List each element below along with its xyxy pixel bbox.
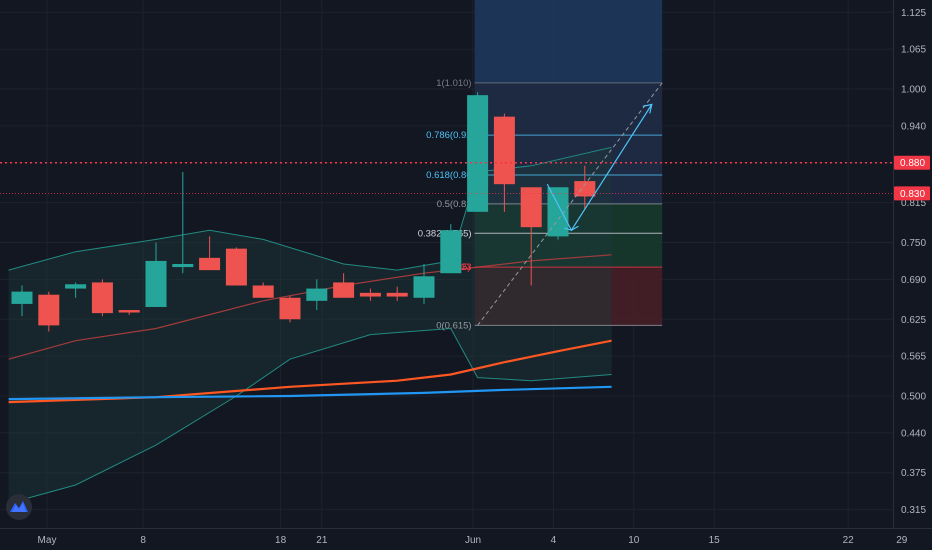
price-tick-label: 1.065 — [901, 45, 926, 56]
candle-body — [145, 260, 167, 307]
candle-body — [333, 282, 355, 298]
price-tick-label: 0.940 — [901, 121, 926, 132]
price-tick-label: 0.315 — [901, 505, 926, 516]
price-tick-label: 0.500 — [901, 392, 926, 403]
price-tick-label: 0.375 — [901, 468, 926, 479]
candle-body — [279, 297, 301, 320]
fib-level-label: 0.618(0.86 — [426, 170, 471, 181]
time-axis-background[interactable] — [0, 528, 932, 550]
candle-body — [252, 285, 274, 298]
time-tick-label: 8 — [140, 535, 146, 546]
price-lines — [0, 161, 893, 194]
fib-level-label: 1(1.010) — [436, 78, 471, 89]
candle-body — [11, 291, 33, 304]
price-axis-background[interactable] — [894, 0, 932, 528]
price-tick-label: 0.815 — [901, 198, 926, 209]
candle-body — [172, 264, 194, 268]
projection-arrow-turn — [564, 225, 579, 231]
time-tick-label: Jun — [465, 535, 481, 546]
time-tick-label: 29 — [896, 535, 908, 546]
time-tick-label: 18 — [275, 535, 287, 546]
candle-body — [574, 181, 596, 197]
price-tick-label: 0.440 — [901, 428, 926, 439]
price-tick-label: 0.750 — [901, 238, 926, 249]
stop-zone — [474, 267, 663, 326]
candle-body — [440, 230, 462, 274]
candle-body — [199, 257, 221, 271]
tradingview-logo-icon[interactable] — [6, 494, 32, 520]
price-tick-label: 1.125 — [901, 8, 926, 19]
time-tick-label: May — [38, 535, 57, 546]
price-tick-label: 0.565 — [901, 352, 926, 363]
bollinger-lower — [8, 327, 612, 504]
candle-body — [467, 95, 489, 212]
fib-level-label: 0.23 — [453, 262, 472, 273]
drawings[interactable] — [477, 82, 663, 326]
price-tag — [894, 186, 930, 201]
price-tag — [894, 155, 930, 170]
candle-body — [547, 187, 569, 237]
candles — [11, 92, 596, 332]
candle-body — [493, 116, 515, 185]
moving-average-line — [8, 339, 612, 404]
fib-level-label: 0.786(0.92 — [426, 130, 471, 141]
candle-body — [118, 310, 140, 313]
time-tick-label: 21 — [316, 535, 328, 546]
candle-body — [65, 284, 87, 289]
time-tick-label: 15 — [709, 535, 721, 546]
dashed-trend-line — [477, 82, 663, 326]
time-tick-label: 4 — [551, 535, 557, 546]
target-zone-upper — [474, 0, 663, 83]
candle-body — [38, 294, 60, 326]
candle-body — [386, 292, 408, 297]
projection-arrow-head — [642, 103, 653, 114]
fib-level-label: 05) — [457, 262, 471, 273]
price-tick-label: 0.625 — [901, 315, 926, 326]
time-tick-label: 10 — [628, 535, 640, 546]
moving-average-line — [8, 385, 612, 401]
time-axis[interactable]: May 8 18 21 Jun 4 10 15 22 29 — [38, 535, 908, 546]
price-tick-label: 1.000 — [901, 85, 926, 96]
candle-body — [306, 288, 328, 301]
price-tag-label: 0.830 — [900, 189, 925, 200]
price-tags: 0.880 0.830 — [894, 155, 930, 201]
candle-body — [225, 248, 247, 286]
candle-body — [359, 292, 381, 297]
fib-level-label: 0.5(0.81 — [437, 199, 472, 210]
candle-body — [91, 282, 113, 314]
fib-level-label: 0(0.615) — [436, 320, 471, 331]
price-tick-label: 0.690 — [901, 275, 926, 286]
price-tag-label: 0.880 — [900, 158, 925, 169]
candle-body — [520, 187, 542, 228]
candle-body — [413, 276, 435, 298]
time-tick-label: 22 — [843, 535, 855, 546]
